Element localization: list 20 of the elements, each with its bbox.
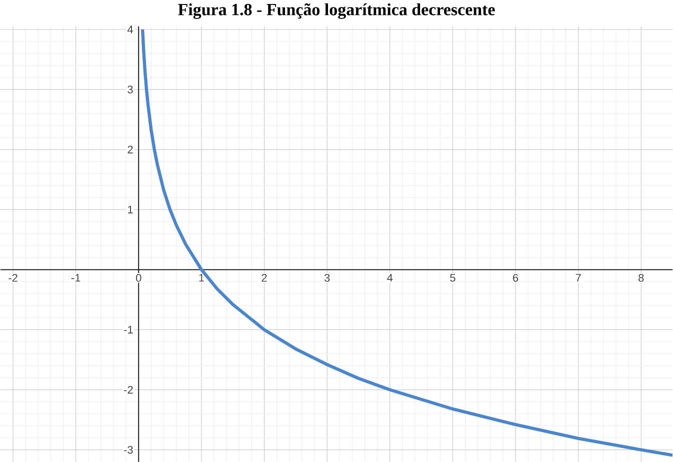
x-tick-label: 2	[262, 274, 267, 282]
y-tick-label: -3	[124, 446, 133, 454]
x-tick-label: -2	[8, 274, 18, 282]
x-tick-label: 5	[450, 274, 456, 282]
y-tick-label: 1	[128, 206, 133, 214]
y-tick-label: -1	[124, 326, 133, 334]
x-tick-label: 7	[576, 274, 581, 282]
x-tick-label: -1	[71, 274, 80, 282]
x-tick-label: 4	[387, 274, 393, 282]
y-tick-label: 4	[127, 26, 133, 34]
y-tick-label: 2	[128, 146, 133, 154]
x-tick-label: 1	[199, 274, 204, 282]
x-tick-label: 3	[324, 274, 330, 282]
x-tick-label: 8	[638, 274, 644, 282]
chart-title: Figura 1.8 - Função logarítmica decrescente	[178, 3, 495, 19]
y-tick-label: 3	[128, 85, 133, 94]
x-tick-label: 0	[136, 274, 142, 282]
line-series	[140, 28, 673, 457]
y-tick-label: -2	[124, 386, 133, 394]
x-tick-label: 6	[513, 274, 518, 282]
